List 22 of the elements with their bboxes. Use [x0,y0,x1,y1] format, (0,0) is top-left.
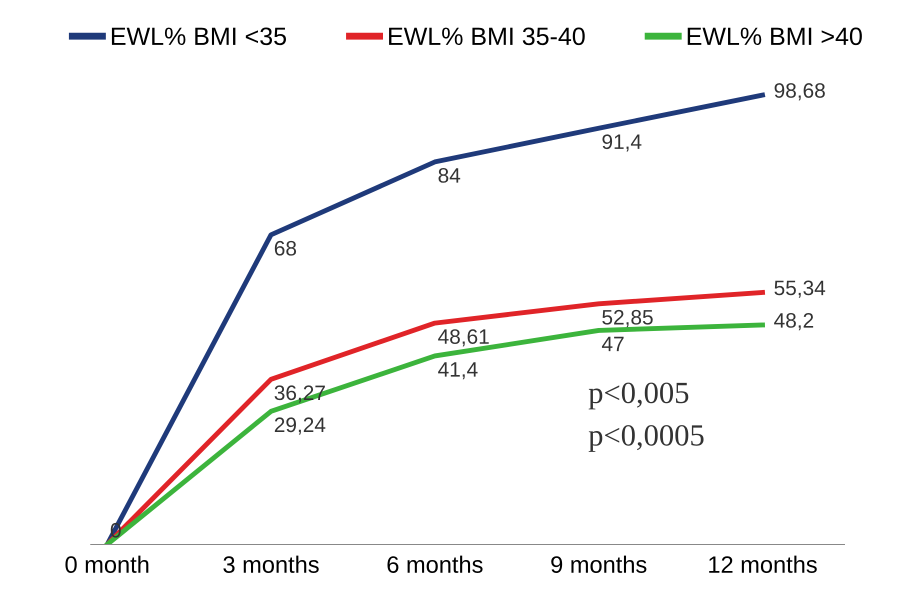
data-label: 29,24 [274,417,326,435]
x-tick-label: 6 months [387,556,483,573]
data-label: 0 [110,522,121,538]
data-label: 91,4 [602,134,642,152]
data-label: 41,4 [438,362,478,380]
x-tick-label: 9 months [551,556,646,573]
data-label: 98,68 [774,83,825,100]
legend-label: EWL% BMI 35-40 [389,27,585,46]
x-tick-label: 12 months [709,556,817,573]
data-label: 47 [602,336,624,352]
data-label: 48,61 [438,329,489,346]
legend-label: EWL% BMI >40 [688,27,862,46]
legend-label: EWL% BMI <35 [112,27,286,46]
data-label: 48,2 [774,313,814,330]
data-label: 68 [274,240,296,256]
x-tick-label: 0 month [65,556,148,573]
data-label: 55,34 [774,280,826,298]
annotation: p<0,005 [588,382,688,410]
data-label: 52,85 [602,310,653,328]
x-tick-label: 3 months [223,556,319,573]
annotation: p<0,0005 [588,425,704,452]
data-label: 84 [438,168,460,183]
